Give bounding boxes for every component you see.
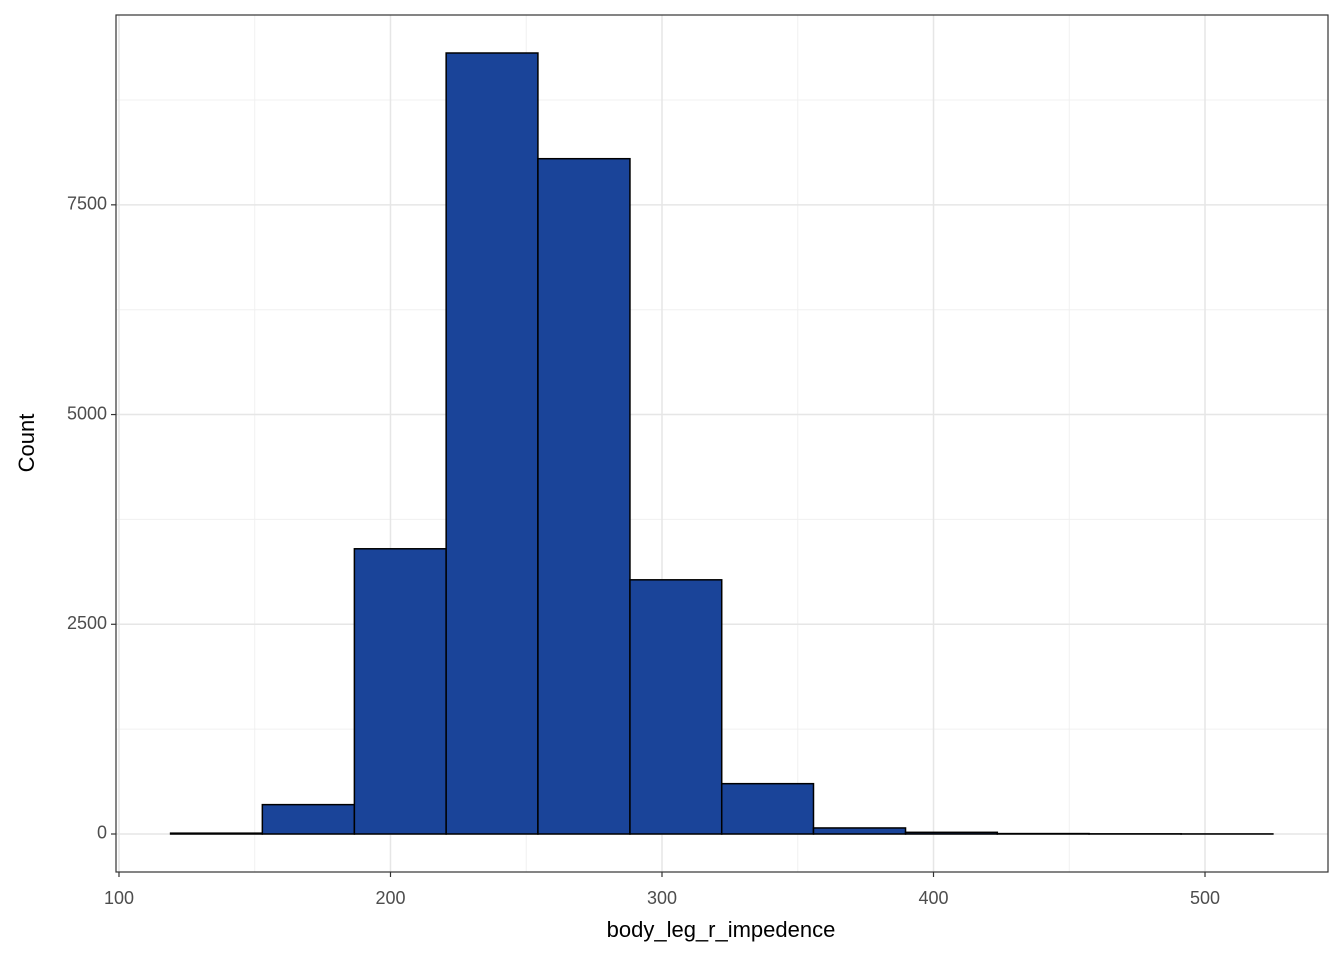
y-tick-label: 0	[97, 823, 107, 843]
y-tick-label: 2500	[67, 613, 107, 633]
x-tick-label: 200	[375, 888, 405, 908]
y-tick-label: 7500	[67, 194, 107, 214]
bar	[720, 782, 815, 835]
x-tick-label: 300	[647, 888, 677, 908]
bar	[169, 832, 264, 835]
bar	[261, 803, 356, 835]
plot-border	[115, 14, 1329, 873]
bar	[353, 548, 447, 835]
bar	[904, 831, 999, 835]
bar	[537, 157, 631, 835]
x-axis-title: body_leg_r_impedence	[607, 917, 836, 942]
bar	[812, 827, 907, 835]
bar	[445, 52, 539, 835]
x-tick-label: 100	[104, 888, 134, 908]
x-tick-label: 400	[918, 888, 948, 908]
y-tick-label: 5000	[67, 403, 107, 423]
x-tick-label: 500	[1190, 888, 1220, 908]
y-axis-title: Count	[14, 414, 39, 473]
bar	[629, 579, 723, 835]
